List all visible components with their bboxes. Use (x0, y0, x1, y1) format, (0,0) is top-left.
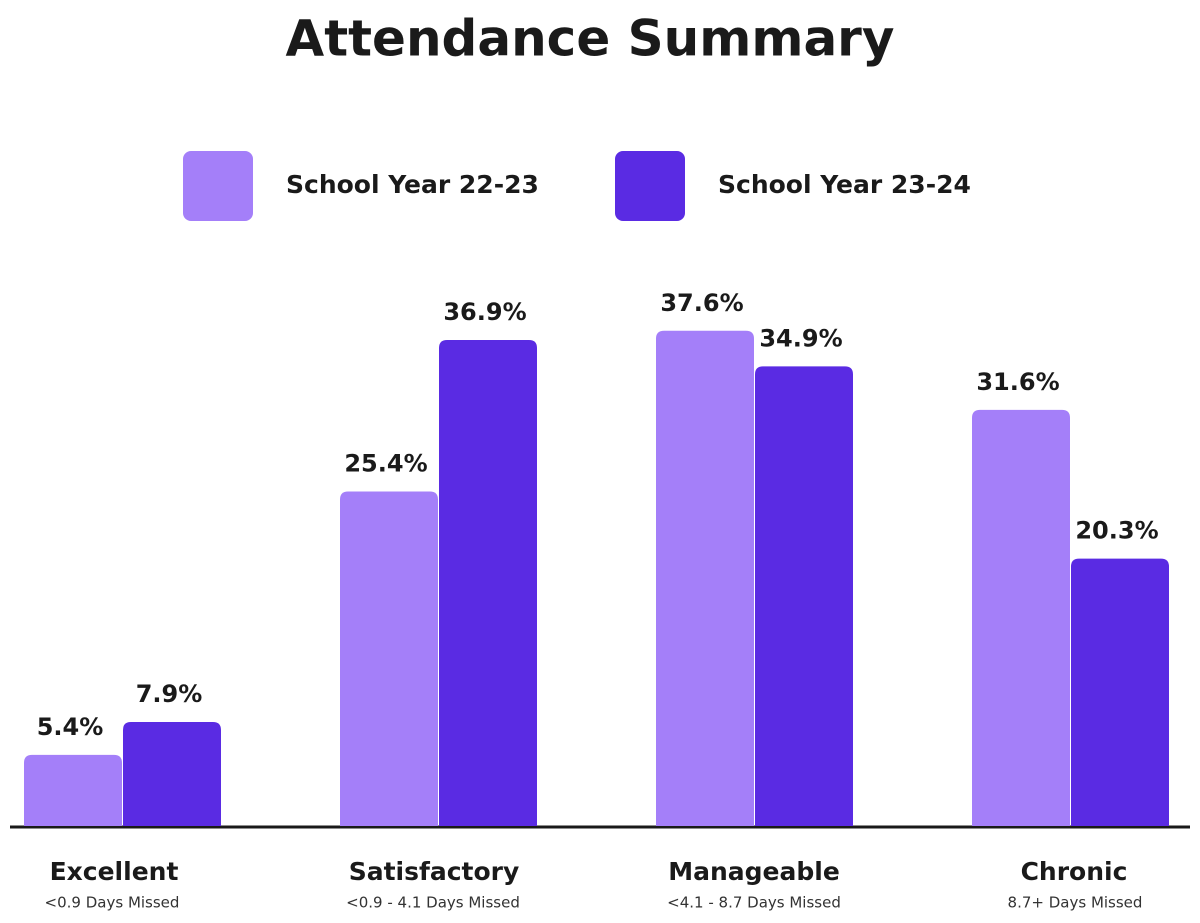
bar (755, 366, 853, 826)
category-label: Satisfactory (349, 857, 520, 886)
bar (123, 721, 221, 826)
bar (656, 330, 754, 826)
category-label: Manageable (668, 857, 840, 886)
legend-swatch (615, 151, 685, 221)
category-note: 8.7+ Days Missed (1008, 894, 1143, 912)
value-label: 20.3% (1075, 517, 1158, 545)
category-note: <4.1 - 8.7 Days Missed (667, 894, 841, 912)
category-note: <0.9 - 4.1 Days Missed (346, 894, 520, 912)
value-label: 31.6% (976, 368, 1059, 396)
value-label: 37.6% (660, 289, 743, 317)
legend-label: School Year 23-24 (718, 170, 971, 199)
value-label: 7.9% (136, 680, 203, 708)
category-label: Excellent (50, 857, 179, 886)
value-label: 25.4% (344, 449, 427, 477)
category-note: <0.9 Days Missed (45, 894, 180, 912)
bar (24, 754, 122, 826)
bar (439, 340, 537, 826)
category-label: Chronic (1021, 857, 1128, 886)
chart-title: Attendance Summary (286, 10, 895, 68)
value-label: 36.9% (443, 298, 526, 326)
value-label: 5.4% (37, 713, 104, 741)
bar (340, 491, 438, 826)
legend-swatch (183, 151, 253, 221)
bar (1071, 558, 1169, 826)
bar (972, 409, 1070, 826)
legend-label: School Year 22-23 (286, 170, 539, 199)
value-label: 34.9% (759, 324, 842, 352)
